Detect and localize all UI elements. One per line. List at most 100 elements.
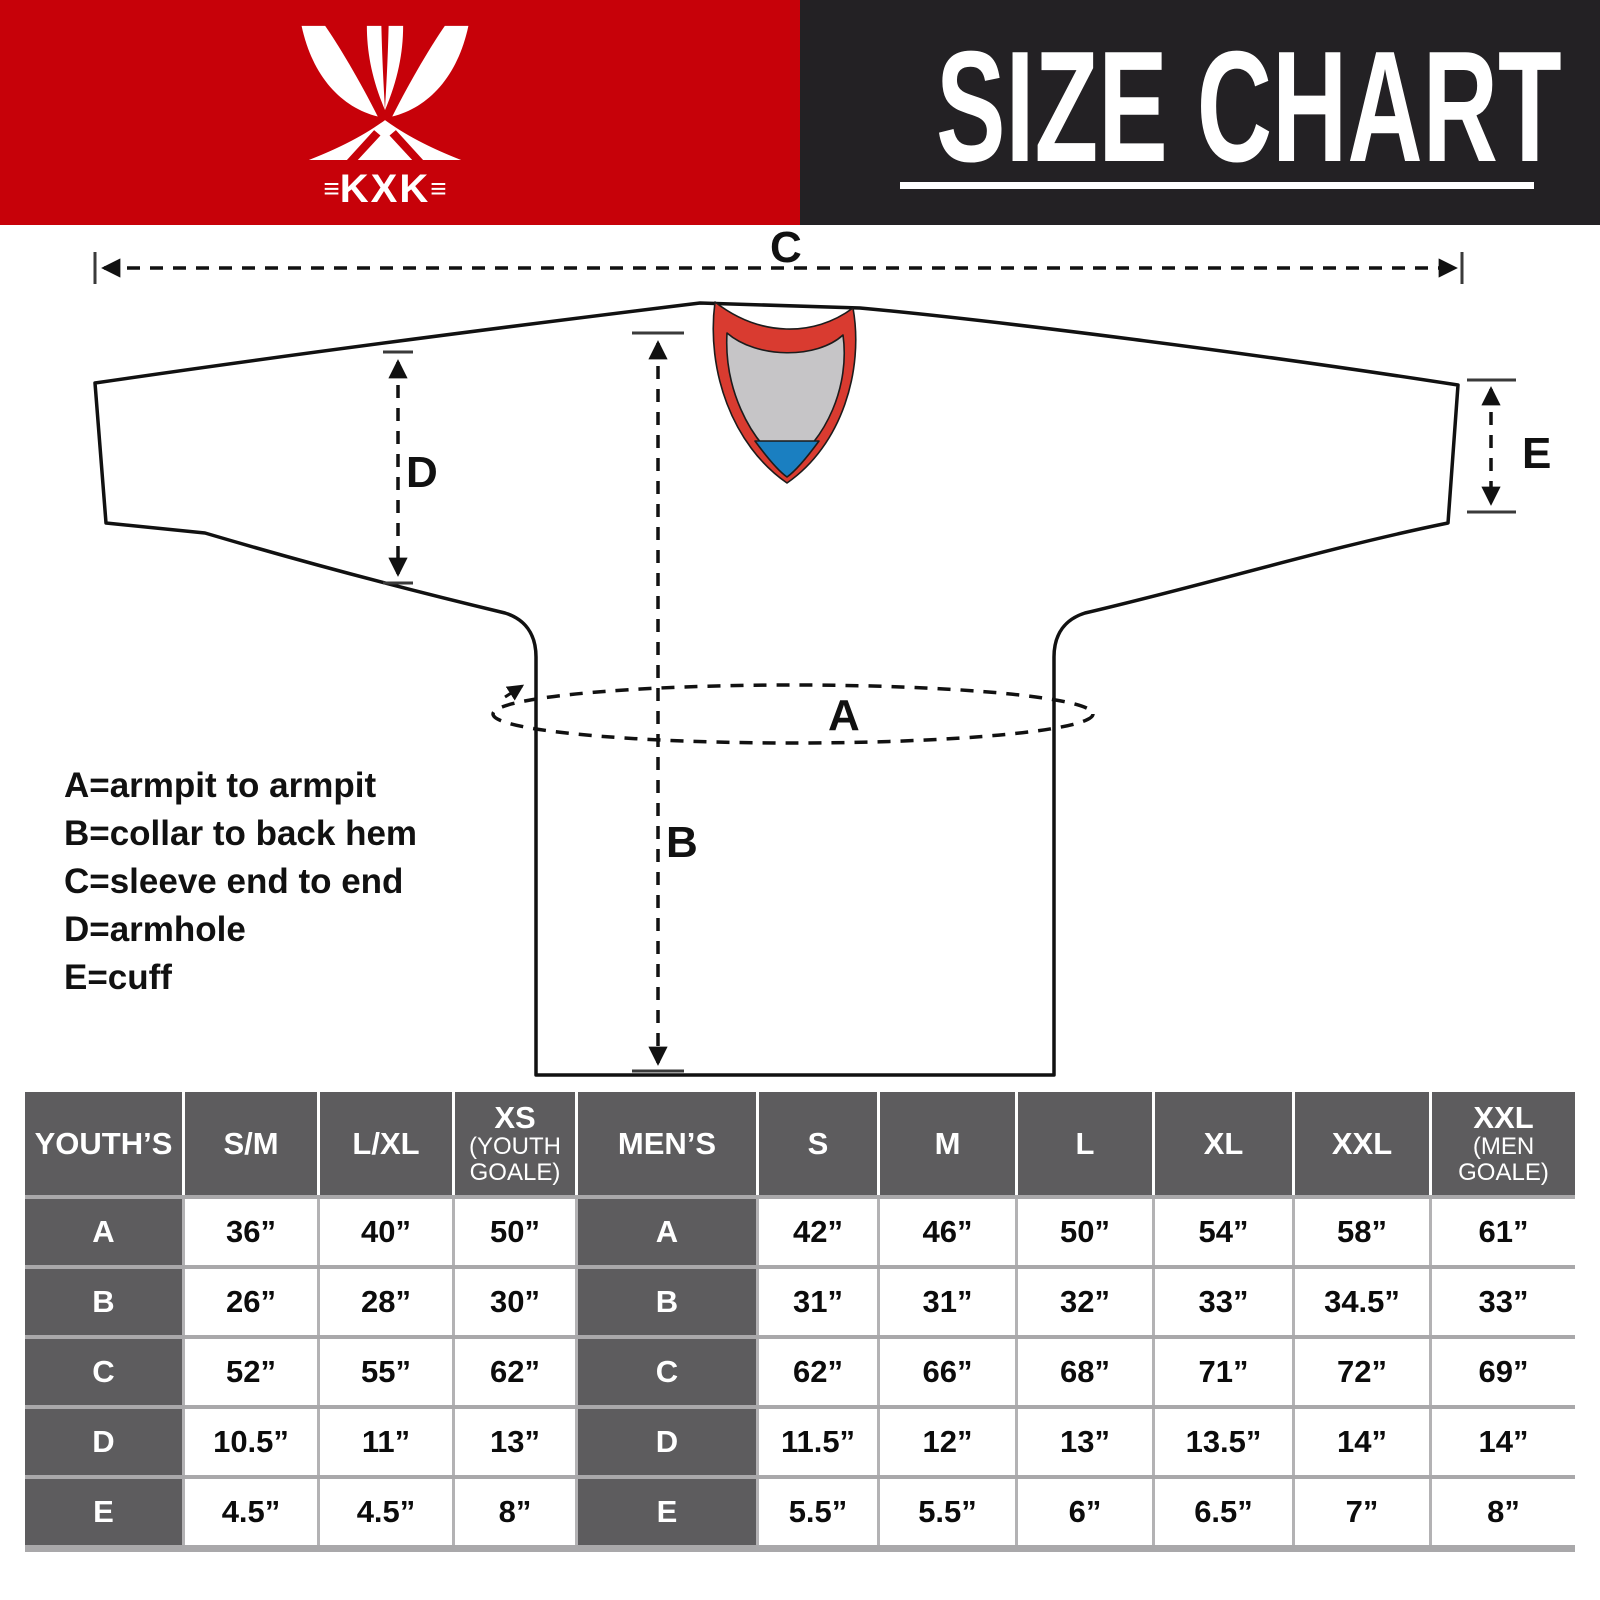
row-label: B — [578, 1269, 756, 1335]
row-label: E — [578, 1479, 756, 1545]
a-label: A — [828, 691, 860, 740]
column-header: XS (YOUTH GOALE) — [455, 1092, 575, 1195]
youth-value: 30” — [455, 1269, 575, 1335]
men-value: 11.5” — [759, 1409, 877, 1475]
youth-value: 28” — [320, 1269, 452, 1335]
men-value: 32” — [1018, 1269, 1152, 1335]
youth-value: 8” — [455, 1479, 575, 1545]
column-header: YOUTH’S — [25, 1092, 182, 1195]
men-value: 5.5” — [759, 1479, 877, 1545]
column-header: XXL (MEN GOALE) — [1432, 1092, 1575, 1195]
men-value: 13” — [1018, 1409, 1152, 1475]
legend-line: C=sleeve end to end — [64, 862, 404, 901]
men-value: 69” — [1432, 1339, 1575, 1405]
men-value: 33” — [1155, 1269, 1292, 1335]
men-value: 5.5” — [880, 1479, 1015, 1545]
column-header: MEN’S — [578, 1092, 756, 1195]
row-label: C — [25, 1339, 182, 1405]
column-header: M — [880, 1092, 1015, 1195]
logo-right-mark: ≡ — [430, 173, 447, 204]
title-underline — [900, 182, 1534, 189]
row-label: A — [25, 1199, 182, 1265]
youth-value: 11” — [320, 1409, 452, 1475]
men-value: 58” — [1295, 1199, 1429, 1265]
youth-value: 13” — [455, 1409, 575, 1475]
men-value: 68” — [1018, 1339, 1152, 1405]
men-value: 71” — [1155, 1339, 1292, 1405]
men-value: 31” — [880, 1269, 1015, 1335]
youth-value: 62” — [455, 1339, 575, 1405]
men-value: 66” — [880, 1339, 1015, 1405]
men-value: 61” — [1432, 1199, 1575, 1265]
men-value: 31” — [759, 1269, 877, 1335]
men-value: 7” — [1295, 1479, 1429, 1545]
youth-value: 50” — [455, 1199, 575, 1265]
men-value: 62” — [759, 1339, 877, 1405]
men-value: 8” — [1432, 1479, 1575, 1545]
men-value: 33” — [1432, 1269, 1575, 1335]
row-label: A — [578, 1199, 756, 1265]
collar-blue-insert — [754, 440, 820, 478]
men-value: 13.5” — [1155, 1409, 1292, 1475]
men-value: 6” — [1018, 1479, 1152, 1545]
jersey-measurement-diagram: C D B E A — [93, 225, 1551, 1077]
men-value: 72” — [1295, 1339, 1429, 1405]
youth-value: 40” — [320, 1199, 452, 1265]
legend-line: E=cuff — [64, 958, 172, 997]
page-title: SIZE CHART — [936, 19, 1562, 195]
size-table-body: A 36” 40” 50” A 42” 46” 50” 54” 58” 61” B 26” 28” 30” B… — [25, 1199, 1575, 1545]
men-value: 50” — [1018, 1199, 1152, 1265]
column-header: L — [1018, 1092, 1152, 1195]
table-row: B 26” 28” 30” B 31” 31” 32” 33” 34.5” 33” — [25, 1269, 1575, 1335]
logo-left-mark: ≡ — [323, 173, 340, 204]
row-label: B — [25, 1269, 182, 1335]
youth-value: 26” — [185, 1269, 317, 1335]
row-label: D — [578, 1409, 756, 1475]
b-label: B — [666, 818, 698, 867]
legend-line: D=armhole — [64, 910, 246, 949]
row-label: D — [25, 1409, 182, 1475]
youth-value: 4.5” — [320, 1479, 452, 1545]
row-label: C — [578, 1339, 756, 1405]
column-header: L/XL — [320, 1092, 452, 1195]
d-label: D — [406, 448, 438, 497]
table-row: E 4.5” 4.5” 8” E 5.5” 5.5” 6” 6.5” 7” 8” — [25, 1479, 1575, 1545]
jersey-outline — [93, 301, 1460, 1077]
measurement-legend: A=armpit to armpit B=collar to back hem C=… — [64, 762, 417, 1002]
kxk-emblem-icon — [301, 25, 469, 160]
brand-text: KXK — [339, 167, 431, 211]
men-value: 46” — [880, 1199, 1015, 1265]
a-ellipse — [491, 683, 1095, 745]
collar-gray-inner — [725, 332, 845, 468]
men-value: 6.5” — [1155, 1479, 1292, 1545]
men-value: 34.5” — [1295, 1269, 1429, 1335]
column-header: S/M — [185, 1092, 317, 1195]
legend-line: B=collar to back hem — [64, 814, 418, 853]
youth-value: 4.5” — [185, 1479, 317, 1545]
youth-value: 52” — [185, 1339, 317, 1405]
youth-value: 55” — [320, 1339, 452, 1405]
youth-value: 36” — [185, 1199, 317, 1265]
brand-name: ≡KXK≡ — [285, 169, 485, 209]
men-value: 54” — [1155, 1199, 1292, 1265]
table-row: C 52” 55” 62” C 62” 66” 68” 71” 72” 69” — [25, 1339, 1575, 1405]
size-table: YOUTH’S S/M L/XL XS (YOUTH GOALE) MEN’S S M L XL X… — [25, 1092, 1575, 1552]
youth-value: 10.5” — [185, 1409, 317, 1475]
row-label: E — [25, 1479, 182, 1545]
men-value: 14” — [1432, 1409, 1575, 1475]
brand-logo: ≡KXK≡ — [285, 24, 485, 209]
e-label: E — [1522, 429, 1551, 478]
men-value: 42” — [759, 1199, 877, 1265]
size-table-header-row: YOUTH’S S/M L/XL XS (YOUTH GOALE) MEN’S S M L XL X… — [25, 1092, 1575, 1195]
column-header: S — [759, 1092, 877, 1195]
men-value: 12” — [880, 1409, 1015, 1475]
column-header: XL — [1155, 1092, 1292, 1195]
column-header: XXL — [1295, 1092, 1429, 1195]
legend-line: A=armpit to armpit — [64, 766, 377, 805]
c-label: C — [770, 225, 802, 272]
table-row: A 36” 40” 50” A 42” 46” 50” 54” 58” 61” — [25, 1199, 1575, 1265]
men-value: 14” — [1295, 1409, 1429, 1475]
header-red-panel: ≡KXK≡ — [0, 0, 800, 225]
a-ellipse-arrow — [504, 684, 525, 701]
